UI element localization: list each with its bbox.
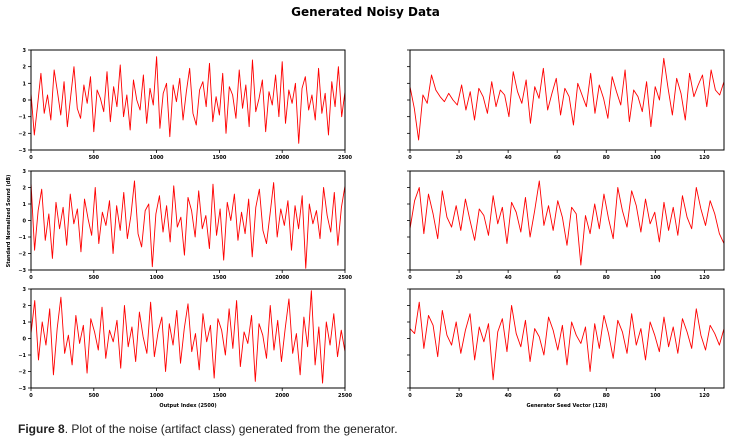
y-tick-label: −1 [18,353,26,359]
x-tick-label: 40 [505,275,512,281]
x-tick-label: 0 [408,275,412,281]
y-tick-label: 0 [23,98,27,104]
x-tick-label: 100 [650,155,661,161]
panel-row3-left: 0 500 1000 1500 2000 2500 −3 −2 −1 0 1 2 3 [18,287,352,399]
x-tick-label: 100 [650,393,661,399]
y-tick-label: 3 [23,169,27,175]
y-tick-label: −2 [18,131,26,137]
x-tick-label: 2000 [275,275,289,281]
x-tick-label: 500 [89,275,100,281]
y-tick-label: 0 [23,219,27,225]
x-tick-label: 1500 [212,155,226,161]
x-tick-label: 120 [699,393,710,399]
x-tick-label: 120 [699,275,710,281]
x-tick-label: 120 [699,155,710,161]
y-tick-label: 0 [23,337,27,343]
x-tick-label: 0 [408,393,412,399]
y-tick-label: 3 [23,48,27,54]
series-line-row3-right [409,301,725,381]
series-line-row1-left [30,56,346,144]
x-tick-label: 1000 [150,393,164,399]
series-line-row1-right [409,57,725,141]
x-tick-label: 40 [505,393,512,399]
x-tick-label: 100 [650,275,661,281]
panel-row2-left: 0 500 1000 1500 2000 2500 −3 −2 −1 0 1 2 3 [18,169,352,281]
panel-row1-right: 0 20 40 60 80 100 120 [407,49,725,161]
y-tick-label: −1 [18,115,26,121]
x-tick-label: 40 [505,155,512,161]
y-axis-label: Standard Normalized Sound (dB) [6,175,12,268]
x-tick-label: 1000 [150,155,164,161]
x-tick-label: 60 [554,393,561,399]
y-tick-label: 2 [23,65,27,71]
x-tick-label: 2000 [275,155,289,161]
x-tick-label: 1500 [212,275,226,281]
x-tick-label: 60 [554,155,561,161]
panel-row3-right: 0 20 40 60 80 100 120 [407,288,725,399]
x-axis-label-right: Generator Seed Vector (128) [526,403,607,409]
y-tick-label: −3 [18,268,26,274]
y-tick-label: 3 [23,287,27,293]
series-line-row2-left [30,180,346,269]
x-tick-label: 80 [603,155,610,161]
series-line-row3-left [30,290,346,384]
x-axis-label-left: Output Index (2500) [159,403,216,409]
x-tick-label: 0 [29,393,33,399]
x-tick-label: 20 [456,275,463,281]
y-tick-label: −2 [18,252,26,258]
figure-caption: Figure 8. Plot of the noise (artifact cl… [18,422,398,436]
x-tick-label: 60 [554,275,561,281]
x-tick-label: 2500 [338,393,352,399]
x-tick-label: 0 [29,155,33,161]
x-tick-label: 0 [29,275,33,281]
x-tick-label: 0 [408,155,412,161]
y-tick-label: 1 [23,81,27,87]
x-tick-label: 80 [603,393,610,399]
x-tick-label: 2500 [338,275,352,281]
caption-text: . Plot of the noise (artifact class) gen… [64,422,398,436]
x-tick-label: 1000 [150,275,164,281]
x-tick-label: 1500 [212,393,226,399]
x-tick-label: 2500 [338,155,352,161]
x-tick-label: 80 [603,275,610,281]
panel-row2-right: 0 20 40 60 80 100 120 [407,170,725,281]
axes-frame [409,170,725,271]
series-line-row2-right [409,180,725,266]
panel-row1-left: 0 500 1000 1500 2000 2500 −3 −2 −1 0 1 2 3 [18,48,352,161]
x-tick-label: 500 [89,393,100,399]
y-tick-label: 1 [23,202,27,208]
y-tick-label: 2 [23,186,27,192]
y-tick-label: −3 [18,386,26,392]
x-tick-label: 20 [456,393,463,399]
y-tick-label: 1 [23,320,27,326]
x-tick-label: 2000 [275,393,289,399]
y-tick-label: −2 [18,370,26,376]
y-tick-label: 2 [23,304,27,310]
y-tick-label: −1 [18,235,26,241]
x-tick-label: 500 [89,155,100,161]
axes-frame [409,49,725,151]
axes-frame [409,288,725,389]
y-tick-label: −3 [18,148,26,154]
caption-label: Figure 8 [18,422,65,436]
x-tick-label: 20 [456,155,463,161]
figure-title: Generated Noisy Data [291,5,440,19]
